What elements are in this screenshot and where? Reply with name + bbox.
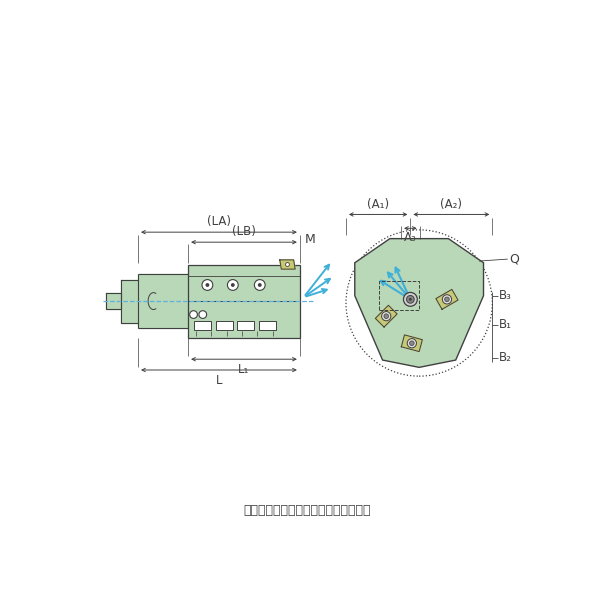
Text: (A₁): (A₁)	[367, 197, 389, 211]
Text: 代表画像　商品仕様をご確認ください: 代表画像 商品仕様をご確認ください	[244, 505, 371, 517]
Bar	[188, 265, 300, 338]
Text: A₃: A₃	[404, 232, 417, 244]
Polygon shape	[355, 239, 484, 367]
Circle shape	[403, 292, 418, 306]
Bar	[216, 321, 233, 330]
Text: B₂: B₂	[499, 352, 512, 364]
Circle shape	[286, 263, 289, 266]
Circle shape	[258, 283, 262, 287]
Circle shape	[199, 311, 206, 319]
Circle shape	[190, 311, 197, 319]
Polygon shape	[376, 305, 397, 327]
Text: (LA): (LA)	[207, 215, 231, 229]
Bar	[194, 321, 211, 330]
Polygon shape	[106, 293, 121, 309]
Circle shape	[202, 280, 213, 290]
Text: B₁: B₁	[499, 319, 512, 331]
Text: L₁: L₁	[238, 363, 250, 376]
Circle shape	[410, 341, 414, 346]
Circle shape	[409, 298, 412, 301]
Polygon shape	[138, 274, 188, 328]
Polygon shape	[280, 260, 295, 269]
Circle shape	[231, 283, 235, 287]
Text: B₃: B₃	[499, 289, 512, 302]
Bar	[238, 321, 254, 330]
Circle shape	[205, 283, 209, 287]
Circle shape	[227, 280, 238, 290]
Circle shape	[407, 295, 414, 303]
Text: Q: Q	[509, 253, 519, 266]
Circle shape	[442, 295, 452, 304]
Text: (A₂): (A₂)	[440, 197, 463, 211]
Circle shape	[382, 311, 391, 321]
Circle shape	[384, 314, 389, 319]
Bar	[259, 321, 276, 330]
Circle shape	[445, 297, 449, 302]
Text: M: M	[304, 233, 315, 247]
Bar	[379, 281, 419, 310]
Polygon shape	[436, 289, 458, 309]
Text: (LB): (LB)	[232, 226, 256, 238]
Text: L: L	[216, 374, 222, 387]
Polygon shape	[401, 335, 422, 352]
Circle shape	[254, 280, 265, 290]
Polygon shape	[121, 280, 138, 323]
Circle shape	[407, 338, 416, 348]
